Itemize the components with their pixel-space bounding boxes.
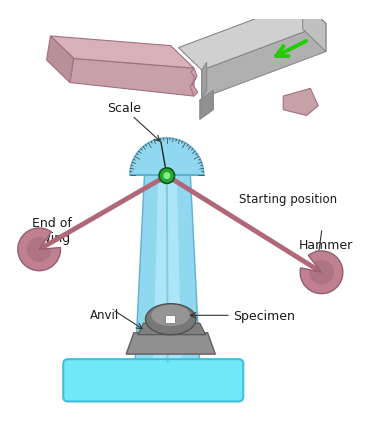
Polygon shape <box>303 2 326 52</box>
Polygon shape <box>202 63 206 99</box>
Circle shape <box>159 169 175 184</box>
Polygon shape <box>70 59 194 97</box>
Polygon shape <box>126 333 215 354</box>
Polygon shape <box>130 139 204 176</box>
Polygon shape <box>178 2 326 71</box>
Text: Specimen: Specimen <box>233 309 294 322</box>
Polygon shape <box>202 24 326 99</box>
Ellipse shape <box>151 305 190 326</box>
Polygon shape <box>135 170 200 365</box>
Wedge shape <box>18 228 61 271</box>
Polygon shape <box>50 37 194 69</box>
Polygon shape <box>153 171 182 363</box>
Wedge shape <box>27 237 52 262</box>
Polygon shape <box>283 89 318 116</box>
FancyBboxPatch shape <box>63 359 243 402</box>
Wedge shape <box>300 251 343 294</box>
Text: Anvil: Anvil <box>90 308 120 321</box>
FancyBboxPatch shape <box>165 316 175 323</box>
Text: End of
swing: End of swing <box>33 216 72 245</box>
Ellipse shape <box>146 304 196 335</box>
Text: Hammer: Hammer <box>299 238 353 251</box>
Wedge shape <box>309 260 334 285</box>
Text: Scale: Scale <box>107 101 141 114</box>
Polygon shape <box>138 323 206 335</box>
Polygon shape <box>47 37 74 83</box>
Polygon shape <box>200 91 213 120</box>
Circle shape <box>163 173 170 180</box>
Polygon shape <box>190 69 198 97</box>
Text: Starting position: Starting position <box>239 193 338 206</box>
